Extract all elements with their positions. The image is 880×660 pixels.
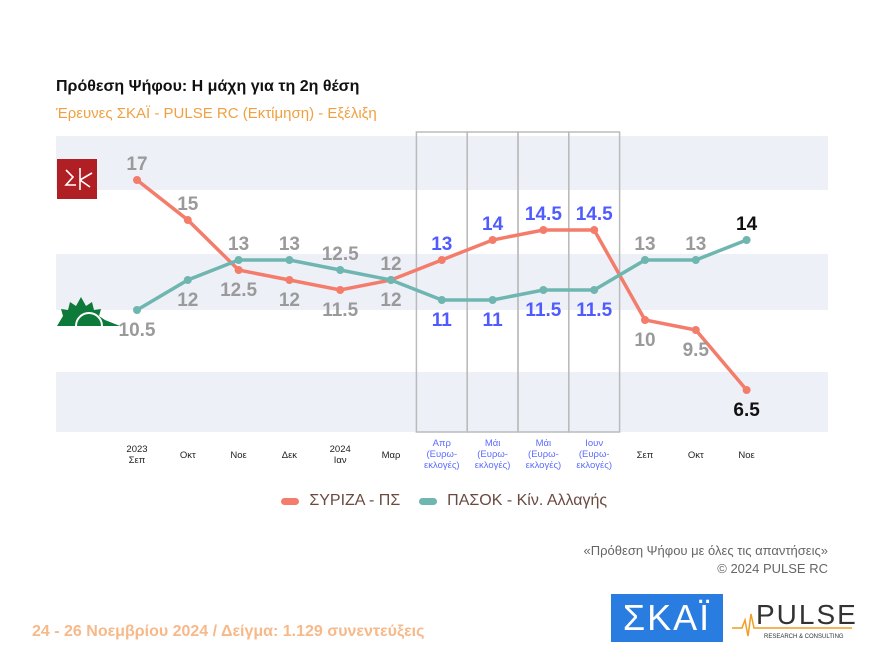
- data-label: 9.5: [683, 340, 710, 361]
- x-tick-label: εκλογές): [475, 460, 511, 471]
- data-label: 10.5: [119, 320, 156, 341]
- data-point: [641, 316, 649, 324]
- data-point: [183, 276, 192, 284]
- syriza-logo-icon: [57, 159, 97, 199]
- background-band: [56, 372, 828, 432]
- data-point: [234, 256, 243, 264]
- x-tick-label: Οκτ: [180, 450, 196, 461]
- data-label: 11: [483, 310, 504, 331]
- data-point: [488, 236, 497, 244]
- data-label: 13: [279, 234, 300, 255]
- x-tick-label: (Ευρω-: [528, 449, 559, 460]
- data-label: 10: [634, 330, 655, 351]
- data-point: [234, 266, 243, 274]
- data-label: 13: [685, 234, 706, 255]
- data-label: 12: [380, 254, 401, 275]
- legend-label-syriza: ΣΥΡΙΖΑ - ΠΣ: [309, 492, 401, 509]
- survey-footer: 24 - 26 Νοεμβρίου 2024 / Δείγμα: 1.129 σ…: [32, 623, 425, 640]
- data-point: [742, 386, 751, 394]
- data-point: [437, 256, 446, 264]
- x-tick-label: Νοε: [738, 450, 755, 461]
- skai-logo: ΣΚΑΪ: [611, 594, 723, 642]
- x-tick-label: (Ευρω-: [426, 449, 457, 460]
- data-point: [285, 256, 294, 264]
- data-label: 14: [482, 214, 504, 235]
- data-label: 12: [380, 290, 401, 311]
- eu-election-box: [568, 131, 621, 433]
- data-label: 13: [431, 234, 452, 255]
- data-label: 11.5: [576, 300, 612, 321]
- x-tick-label: 2023: [126, 444, 147, 455]
- data-point: [488, 296, 497, 304]
- legend: ΣΥΡΙΖΑ - ΠΣ ΠΑΣΟΚ - Κίν. Αλλαγής: [0, 492, 880, 510]
- x-tick-label: Οκτ: [688, 450, 704, 461]
- chart-title: Πρόθεση Ψήφου: Η μάχη για τη 2η θέση: [56, 78, 360, 95]
- data-point: [691, 326, 700, 334]
- x-tick-label: 2024: [330, 444, 351, 455]
- line-chart: 17 15 12.5 12 11.5 12 13 14 14.5 14.5 10 9.5 6.5 10.5…: [56, 131, 828, 471]
- data-label: 11: [432, 310, 453, 331]
- chart-subtitle: Έρευνες ΣΚΑΪ - PULSE RC (Εκτίμηση) - Εξέ…: [56, 105, 377, 122]
- data-label: 11.5: [322, 300, 358, 321]
- svg-text:PULSE: PULSE: [756, 599, 858, 630]
- data-point: [539, 226, 548, 234]
- data-label: 12: [279, 290, 300, 311]
- x-tick-label: Δεκ: [282, 450, 298, 461]
- data-label: 14.5: [525, 204, 562, 225]
- svg-text:RESEARCH & CONSULTING: RESEARCH & CONSULTING: [764, 634, 844, 640]
- x-tick-label: (Ευρω-: [579, 449, 610, 460]
- pasok-logo-icon: [57, 297, 120, 327]
- x-tick-label: εκλογές): [424, 460, 460, 471]
- x-tick-label: (Ευρω-: [477, 449, 508, 460]
- x-tick-label: Απρ: [433, 438, 452, 449]
- x-tick-label: Μάι: [485, 438, 501, 449]
- data-point: [336, 266, 345, 274]
- legend-swatch-pasok: [418, 497, 437, 505]
- data-point: [183, 216, 192, 224]
- x-tick-label: Ιαν: [334, 455, 347, 466]
- x-tick-label: Ιουν: [585, 438, 603, 449]
- x-tick-label: Μαρ: [382, 450, 401, 461]
- data-label: 12.5: [322, 244, 359, 265]
- x-tick-label: εκλογές): [576, 460, 612, 471]
- data-label: 14: [736, 214, 758, 235]
- note-line-1: «Πρόθεση Ψήφου με όλες τις απαντήσεις»: [583, 543, 828, 558]
- legend-swatch-syriza: [280, 497, 299, 505]
- data-label: 12: [177, 290, 198, 311]
- pulse-logo: PULSE RESEARCH & CONSULTING: [732, 599, 858, 640]
- data-point: [336, 286, 345, 294]
- background-band: [56, 136, 828, 190]
- data-label: 14.5: [576, 204, 613, 225]
- data-point: [387, 276, 395, 284]
- data-point: [539, 286, 548, 294]
- x-tick-label: Σεπ: [637, 450, 654, 461]
- data-point: [133, 176, 141, 184]
- note-line-2: © 2024 PULSE RC: [717, 561, 828, 576]
- x-tick-label: Μάι: [536, 438, 552, 449]
- data-point: [641, 256, 649, 264]
- source-note: «Πρόθεση Ψήφου με όλες τις απαντήσεις» ©…: [584, 542, 828, 578]
- x-tick-label: Σεπ: [129, 455, 146, 466]
- data-point: [590, 226, 599, 234]
- data-label: 17: [126, 154, 147, 175]
- data-label: 13: [634, 234, 655, 255]
- data-point: [590, 286, 599, 294]
- data-label: 15: [177, 194, 199, 215]
- data-label: 12.5: [220, 280, 257, 301]
- data-label: 6.5: [733, 400, 760, 421]
- legend-label-pasok: ΠΑΣΟΚ - Κίν. Αλλαγής: [447, 492, 608, 509]
- data-point: [691, 256, 700, 264]
- data-label: 11.5: [525, 300, 561, 321]
- data-point: [285, 276, 294, 284]
- data-point: [133, 306, 141, 314]
- data-point: [437, 296, 446, 304]
- x-tick-label: Νοε: [230, 450, 247, 461]
- data-point: [742, 236, 751, 244]
- data-label: 13: [228, 234, 249, 255]
- x-tick-label: εκλογές): [526, 460, 562, 471]
